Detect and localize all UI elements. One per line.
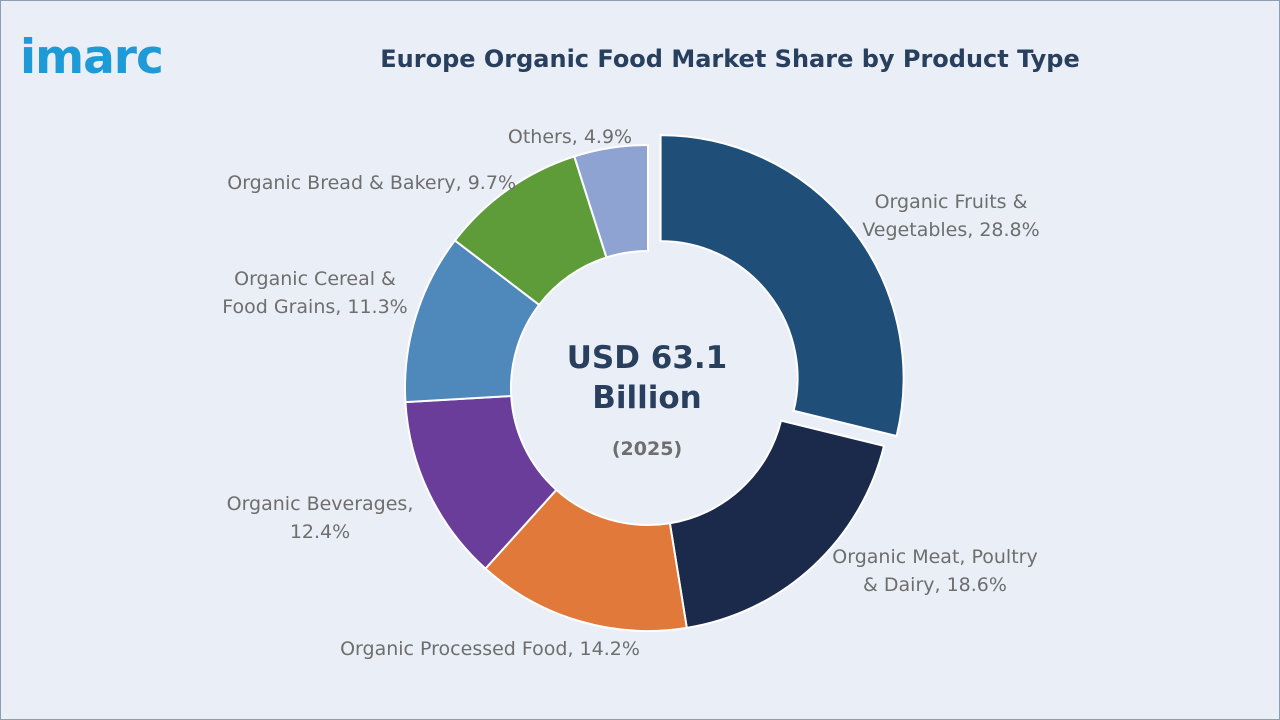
label-others: Others, 4.9% <box>507 126 633 148</box>
label-cereal-line1: Organic Cereal & <box>234 268 396 290</box>
center-total-value: USD 63.1 Billion <box>520 338 774 418</box>
slice-organic-fruits-vegetables <box>659 134 905 438</box>
label-cereal-line2: Food Grains, 11.3% <box>222 296 408 318</box>
center-year: (2025) <box>611 438 683 460</box>
label-beverages-line2: 12.4% <box>289 521 351 543</box>
label-beverages-line1: Organic Beverages, <box>226 493 414 515</box>
imarc-logo: imarc <box>20 30 164 85</box>
label-fruits-vegetables-line2: Vegetables, 28.8% <box>862 219 1040 241</box>
center-value-line2: Billion <box>592 380 702 416</box>
slice-others <box>573 143 649 259</box>
label-bread-bakery: Organic Bread & Bakery, 9.7% <box>227 172 516 194</box>
chart-title: Europe Organic Food Market Share by Prod… <box>380 45 1080 73</box>
label-fruits-vegetables: Organic Fruits & Vegetables, 28.8% <box>856 188 1046 244</box>
label-processed-food: Organic Processed Food, 14.2% <box>340 638 640 660</box>
label-meat-line2: & Dairy, 18.6% <box>863 574 1007 596</box>
label-meat-poultry-dairy: Organic Meat, Poultry & Dairy, 18.6% <box>820 543 1050 599</box>
label-beverages: Organic Beverages, 12.4% <box>220 490 420 546</box>
slice-organic-meat-poultry-dairy <box>668 419 886 630</box>
label-fruits-vegetables-line1: Organic Fruits & <box>874 191 1028 213</box>
center-value-line1: USD 63.1 <box>566 340 728 376</box>
label-cereal-grains: Organic Cereal & Food Grains, 11.3% <box>210 265 420 321</box>
label-meat-line1: Organic Meat, Poultry <box>832 546 1038 568</box>
